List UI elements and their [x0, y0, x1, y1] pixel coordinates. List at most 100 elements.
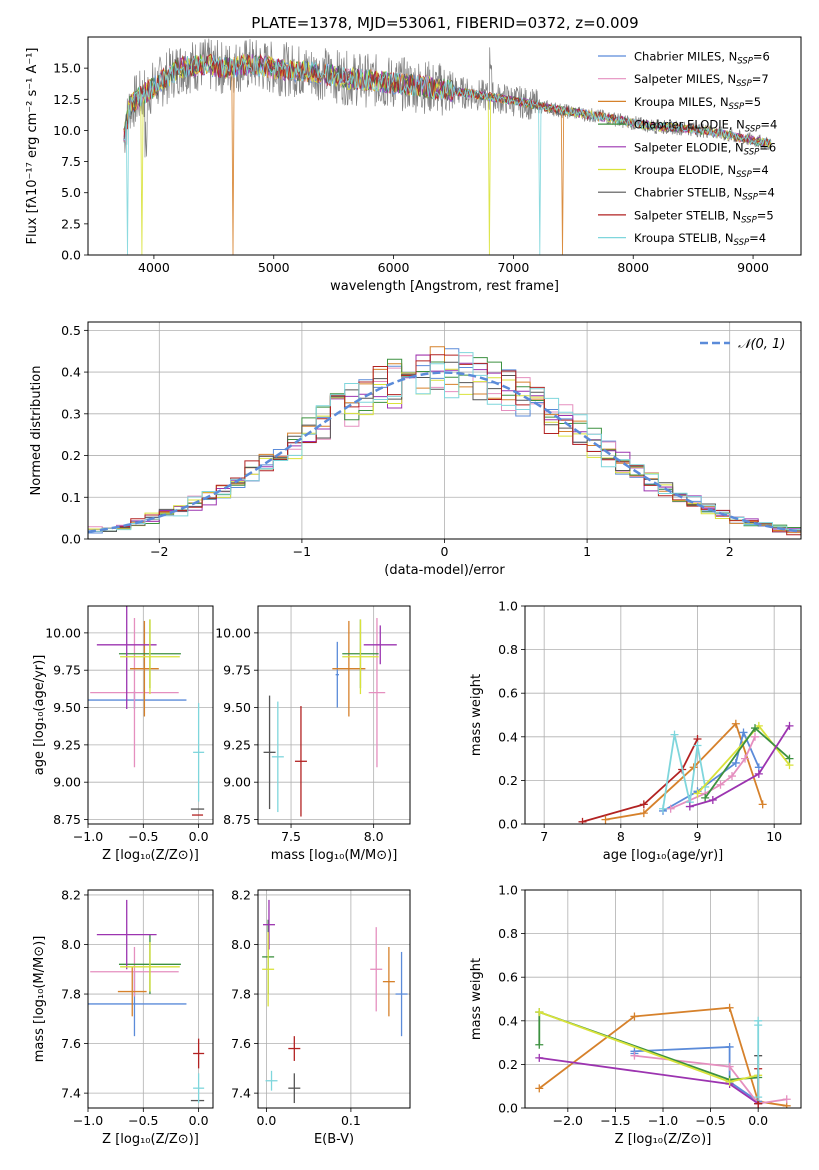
errorbar-point-5 [120, 942, 180, 992]
y-tick-label: 0.4 [498, 1013, 518, 1028]
series-marker [725, 1042, 734, 1051]
mass-weight-series-8 [754, 1016, 763, 1102]
axes-frame [257, 605, 411, 825]
panel-mass-vs-Z: −1.0 −0.5 0.0 7.4 7.6 7.8 8.0 8.2 Z [log₁₀(Z/Z⊙)… [32, 887, 214, 1147]
plot-area [263, 617, 397, 817]
y-tick-label: 8.0 [231, 937, 251, 952]
series-marker [731, 758, 740, 767]
y-tick-label: 1.0 [498, 883, 518, 898]
y-axis-label: mass weight [469, 674, 484, 756]
axes-frame [524, 889, 802, 1109]
legend-label: Salpeter ELODIE, N [634, 140, 744, 154]
plot-area [535, 1003, 791, 1108]
x-tick-label: 0.0 [189, 1113, 209, 1128]
errorbar-point-1 [368, 617, 386, 768]
series-marker [731, 719, 740, 728]
x-tick-label: 0 [441, 544, 449, 559]
errorbar-point-5 [120, 619, 180, 695]
series-marker [701, 793, 710, 802]
legend-label: Kroupa STELIB, N [634, 231, 734, 245]
y-tick-label: 10.0 [53, 123, 81, 138]
y-tick-label: 0.0 [61, 532, 81, 547]
mass-weight-series-2 [659, 728, 763, 815]
errorbar-point-8 [193, 1073, 205, 1104]
legend-entry-4: Salpeter ELODIE, NSSP=6 [634, 140, 776, 157]
legend-subscript: SSP [736, 79, 752, 89]
x-tick-label: −1.0 [648, 1113, 678, 1128]
series-marker [754, 769, 763, 778]
legend-suffix: =7 [752, 72, 769, 86]
panel-mass-vs-EBV: 0.0 0.1 7.4 7.6 7.8 8.0 8.2 E(B-V) [231, 887, 411, 1147]
series-marker [785, 721, 794, 730]
plot-area [578, 719, 794, 824]
y-tick-label: 9.75 [223, 663, 251, 678]
mass-weight-series-3 [666, 732, 759, 813]
y-tick-label: 7.8 [61, 987, 81, 1002]
mass-weight-series-5 [693, 721, 794, 798]
series-marker [670, 730, 679, 739]
errorbar-point-5 [342, 619, 379, 695]
y-tick-label: 8.2 [231, 887, 251, 902]
x-tick-label: −2 [150, 544, 168, 559]
errorbar-point-7 [294, 706, 307, 817]
mass-weight-series-4 [659, 730, 710, 813]
x-tick-label: 0.1 [341, 1113, 361, 1128]
x-tick-label: 7000 [497, 260, 529, 275]
legend-label: Kroupa MILES, N [634, 95, 729, 109]
axes-frame [87, 321, 802, 540]
panel-age-vs-Z: −1.0 −0.5 0.0 8.75 9.00 9.25 9.50 9.75 10.00 Z [l… [32, 605, 214, 863]
x-tick-label: 5000 [258, 260, 290, 275]
x-tick-label: 0.0 [189, 829, 209, 844]
y-tick-label: 9.25 [53, 737, 81, 752]
y-tick-label: 0.2 [61, 448, 81, 463]
legend-suffix: =6 [753, 50, 770, 64]
series-line [634, 1054, 787, 1105]
legend-entry-7: Salpeter STELIB, NSSP=5 [634, 208, 774, 225]
x-axis-label: Z [log₁₀(Z/Z⊙)] [102, 848, 199, 863]
series-marker [782, 1095, 791, 1104]
legend-subscript: SSP [741, 215, 757, 225]
errorbar-point-2 [382, 946, 395, 1017]
x-tick-label: 7 [540, 829, 548, 844]
y-tick-label: 7.6 [231, 1036, 251, 1051]
plot-area [123, 38, 772, 255]
series-marker [728, 772, 736, 781]
x-tick-label: 10 [766, 829, 782, 844]
series-marker [741, 754, 750, 763]
y-tick-label: 15.0 [53, 61, 81, 76]
errorbar-point-7 [288, 1036, 301, 1061]
gridlines [258, 890, 410, 1108]
errorbar-point-6 [288, 1073, 301, 1104]
y-tick-label: 0.6 [498, 970, 518, 985]
gridlines [258, 606, 410, 824]
legend-suffix: =4 [749, 231, 766, 245]
gridlines [525, 605, 801, 825]
errorbar-point-4 [96, 899, 157, 970]
x-axis-label: Z [log₁₀(Z/Z⊙)] [615, 1132, 712, 1147]
errorbar-point-0 [335, 641, 339, 708]
plot-area [88, 899, 205, 1104]
x-tick-label: −1.0 [73, 829, 103, 844]
x-axis-label: age [log₁₀(age/yr)] [603, 848, 724, 863]
y-tick-label: 2.5 [61, 216, 81, 231]
y-tick-label: 1.0 [498, 599, 518, 614]
axes-frame [524, 605, 802, 825]
legend-entry-2: Kroupa MILES, NSSP=5 [634, 95, 761, 112]
series-marker [693, 741, 702, 750]
y-tick-label: 0.0 [498, 1101, 518, 1116]
y-tick-label: 0.4 [498, 729, 518, 744]
x-tick-label: 6000 [378, 260, 410, 275]
x-tick-label: 9000 [737, 260, 769, 275]
series-line [538, 1010, 759, 1081]
legend-subscript: SSP [745, 125, 761, 135]
errorbar-point-1 [90, 617, 179, 768]
panel-mass-weight-vs-Z: −2.0 −1.5 −1.0 −0.5 0.0 0.0 0.2 0.4 0.6 0.8 1.0 Z [… [469, 883, 802, 1147]
y-tick-label: 0.3 [61, 406, 81, 421]
errorbar-point-2 [117, 966, 147, 1017]
y-tick-label: 0.0 [498, 817, 518, 832]
x-axis-label: E(B-V) [314, 1132, 354, 1147]
legend-label: Kroupa ELODIE, N [634, 163, 736, 177]
series-marker [535, 1040, 544, 1049]
